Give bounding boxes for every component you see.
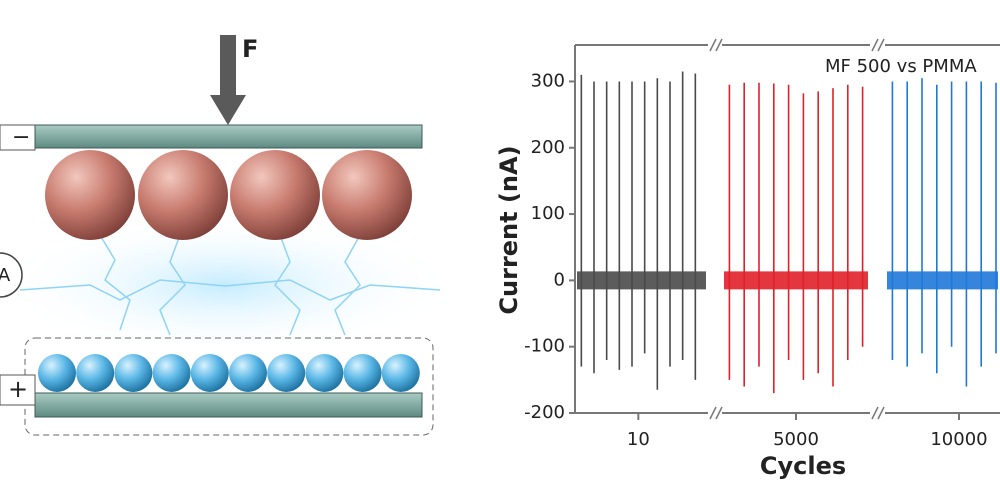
baseline-noise xyxy=(724,271,868,290)
chart: Current (nA) Cycles MF 500 vs PMMA -200 -… xyxy=(495,38,1000,480)
axis-break xyxy=(871,38,885,52)
axis-break xyxy=(871,406,885,420)
annotation: MF 500 vs PMMA xyxy=(825,56,977,77)
y-axis-title: Current (nA) xyxy=(495,145,523,314)
sphere xyxy=(138,150,228,240)
force-label: F xyxy=(242,35,258,63)
bead xyxy=(229,354,267,392)
bead xyxy=(381,354,420,392)
x-tick-label: 10000 xyxy=(930,429,987,450)
ammeter-label: A xyxy=(0,265,11,286)
y-tick-label: 300 xyxy=(531,70,565,91)
baseline-noise xyxy=(577,271,706,290)
bottom-sign: + xyxy=(8,375,28,403)
axis-break xyxy=(709,38,723,52)
x-tick-label: 5000 xyxy=(773,429,819,450)
bead xyxy=(152,354,191,392)
baseline-noise xyxy=(887,271,998,290)
y-tick-label: -100 xyxy=(524,336,565,357)
bead xyxy=(38,354,76,392)
schematic: − F A + xyxy=(0,35,455,436)
bottom-terminal xyxy=(0,374,36,406)
bottom-plate xyxy=(34,392,423,418)
ammeter xyxy=(0,252,23,298)
bead xyxy=(114,354,153,392)
bead xyxy=(267,354,306,392)
bead xyxy=(190,354,229,392)
force-arrow xyxy=(210,35,246,125)
x-tick-label: 10 xyxy=(627,429,650,450)
sparks xyxy=(19,234,441,336)
sphere xyxy=(230,150,320,240)
top-plate xyxy=(34,124,423,149)
bead xyxy=(343,354,382,392)
top-sign: − xyxy=(12,125,30,150)
y-tick-label: 100 xyxy=(531,203,565,224)
y-tick-label: 0 xyxy=(554,269,565,290)
sphere xyxy=(45,150,135,240)
dashed-box xyxy=(24,337,434,436)
bead-row xyxy=(38,354,420,392)
top-terminal xyxy=(0,124,36,151)
y-tick-label: 200 xyxy=(531,137,565,158)
bead xyxy=(76,354,115,392)
sphere xyxy=(322,150,412,240)
bead xyxy=(305,354,344,392)
glow xyxy=(0,215,455,355)
axis-break xyxy=(709,406,723,420)
y-tick-label: -200 xyxy=(524,402,565,423)
x-axis-title: Cycles xyxy=(760,452,846,480)
